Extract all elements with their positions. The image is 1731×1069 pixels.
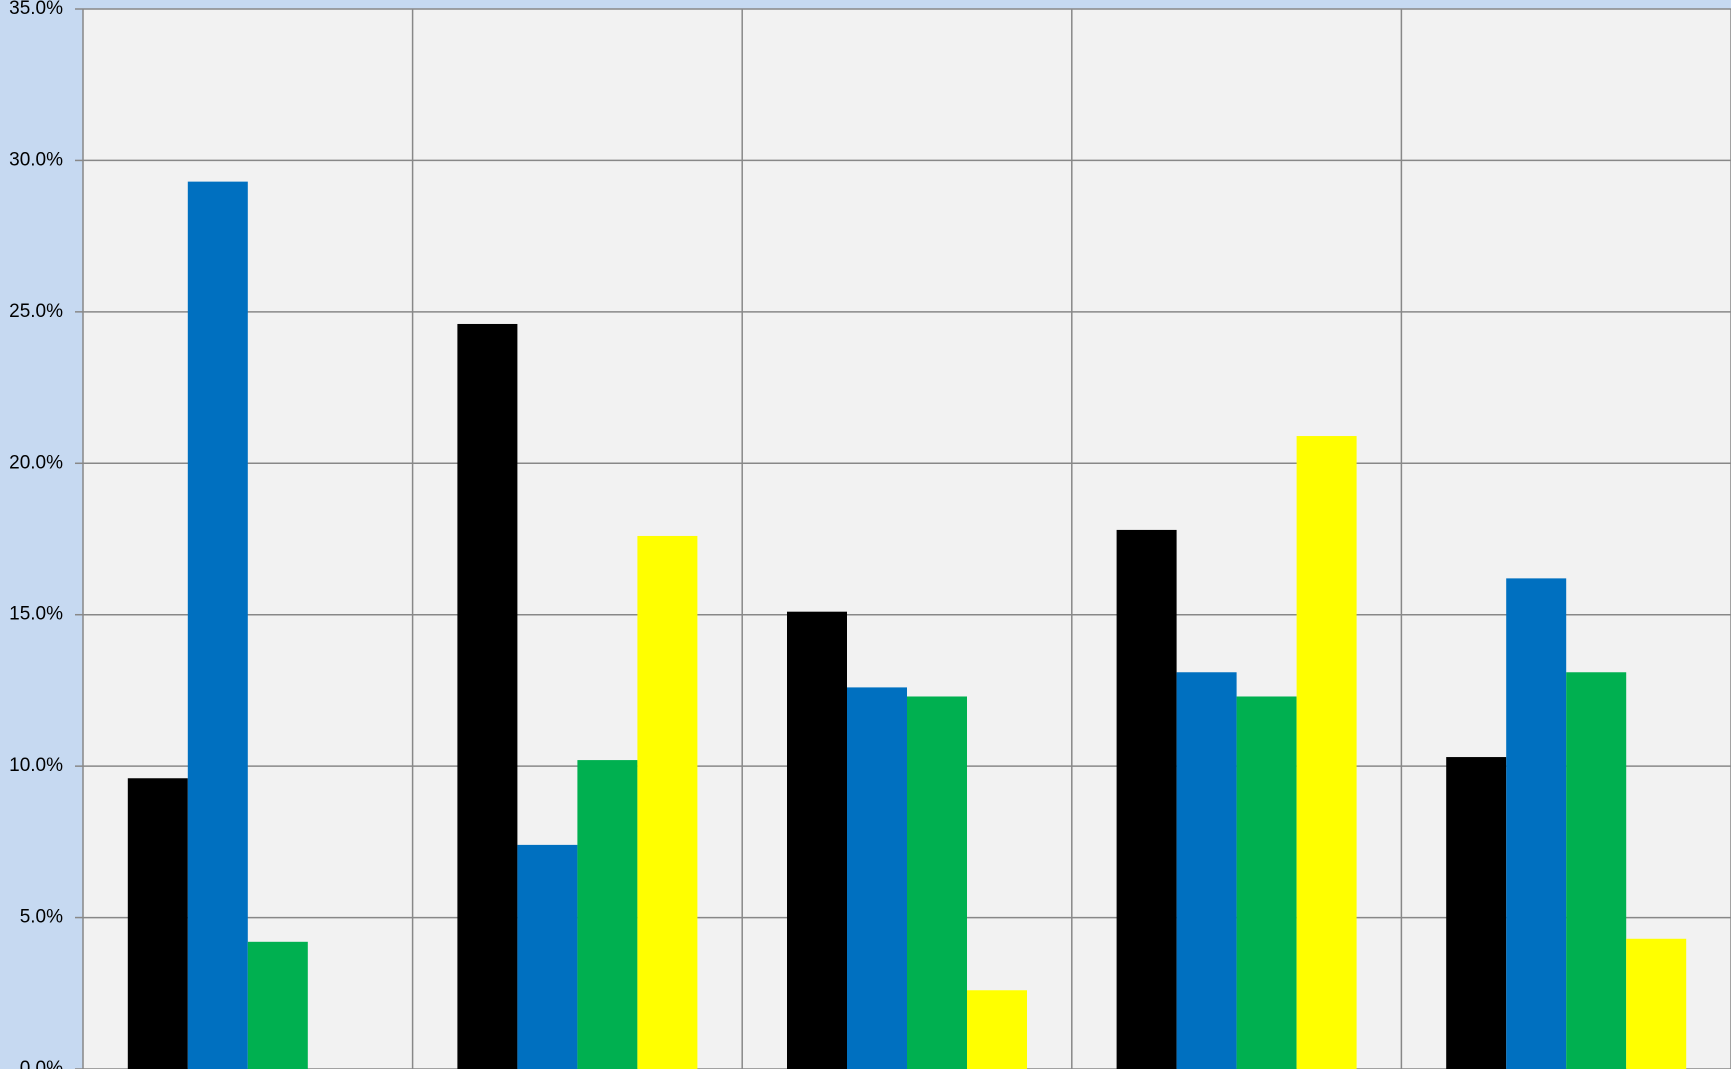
bar: [1446, 757, 1507, 1069]
bar: [967, 990, 1027, 1069]
y-tick-label: 20.0%: [9, 452, 63, 473]
y-tick-label: 30.0%: [9, 149, 63, 170]
bar: [907, 696, 967, 1069]
y-tick-label: 25.0%: [9, 301, 63, 322]
bar: [1296, 436, 1357, 1069]
bar: [1176, 672, 1237, 1069]
bar: [1626, 938, 1687, 1069]
bar: [517, 844, 578, 1069]
y-tick-label: 35.0%: [9, 0, 63, 19]
bar: [457, 323, 518, 1069]
bar: [787, 611, 847, 1069]
bar: [1566, 672, 1627, 1069]
y-tick-label: 15.0%: [9, 604, 63, 625]
bar: [1116, 529, 1177, 1069]
y-tick-label: 10.0%: [9, 755, 63, 776]
y-tick-label: 0.0%: [20, 1058, 63, 1069]
bar: [247, 941, 308, 1069]
bar: [1506, 578, 1567, 1069]
bar: [847, 687, 907, 1069]
bar: [127, 778, 188, 1069]
bar: [1236, 696, 1297, 1069]
bar: [577, 760, 638, 1069]
y-tick-label: 5.0%: [20, 907, 63, 928]
bar: [187, 181, 248, 1069]
bar: [637, 535, 698, 1069]
